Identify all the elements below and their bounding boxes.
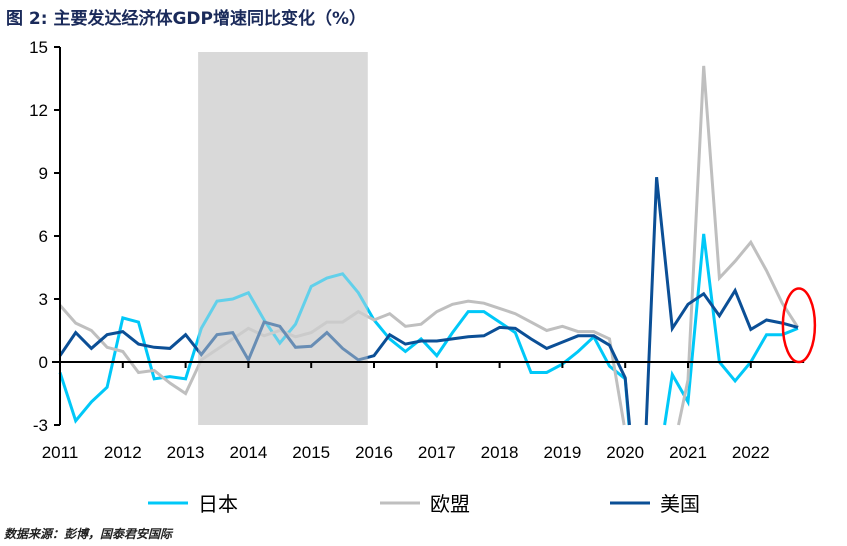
x-tick-label: 2014	[229, 443, 267, 462]
data-source-note: 数据来源：彭博，国泰君安国际	[4, 527, 173, 541]
series-line-1	[58, 233, 799, 426]
y-tick-label: 6	[39, 227, 48, 246]
x-tick-label: 2017	[418, 443, 456, 462]
y-tick-label: -3	[33, 416, 48, 435]
chart-title: 图 2: 主要发达经济体GDP增速同比变化（%）	[6, 9, 367, 29]
x-tick-label: 2011	[42, 443, 79, 462]
x-tick-label: 2021	[669, 443, 707, 462]
highlight-ellipse	[781, 287, 817, 364]
x-tick-label: 2012	[104, 443, 142, 462]
legend-label-3: 美国	[660, 493, 700, 516]
x-tick-label: 2015	[292, 443, 330, 462]
series-line-3	[58, 177, 799, 426]
x-tick-label: 2019	[543, 443, 581, 462]
y-tick-label: 0	[39, 353, 48, 372]
x-tick-label: 2013	[167, 443, 205, 462]
y-tick-label: 12	[29, 101, 48, 120]
x-tick-label: 2018	[481, 443, 519, 462]
legend-label-1: 日本	[198, 493, 238, 516]
legend-label-2: 欧盟	[430, 493, 470, 516]
x-tick-label: 2022	[732, 443, 770, 462]
y-tick-label: 15	[29, 38, 48, 57]
x-tick-label: 2020	[606, 443, 644, 462]
shaded-period-overlay	[198, 52, 368, 425]
x-tick-label: 2016	[355, 443, 393, 462]
series-line-2	[58, 65, 800, 426]
y-tick-label: 3	[39, 290, 48, 309]
y-tick-label: 9	[39, 164, 48, 183]
